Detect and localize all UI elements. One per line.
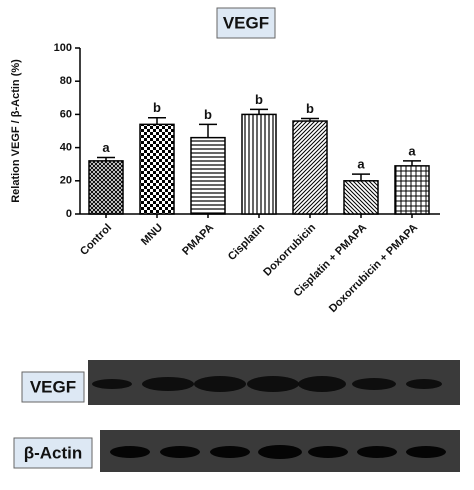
bar xyxy=(139,123,175,215)
bar xyxy=(190,136,226,215)
blot-band xyxy=(160,446,200,458)
y-tick-label: 100 xyxy=(54,42,72,54)
annotation: a xyxy=(102,140,110,155)
y-tick-label: 40 xyxy=(60,142,72,154)
error-bar xyxy=(199,123,217,138)
bar xyxy=(88,160,124,215)
annotation: b xyxy=(255,92,263,107)
blot-band xyxy=(92,379,132,389)
x-tick-label: PMAPA xyxy=(180,222,216,258)
error-bar xyxy=(352,173,370,181)
y-tick-label: 20 xyxy=(60,175,72,187)
x-tick-label: Cisplatin xyxy=(226,221,268,263)
annotation: a xyxy=(408,143,416,158)
error-bar xyxy=(403,160,421,166)
blot-label: β-Actin xyxy=(24,443,83,462)
title-box xyxy=(216,7,276,39)
error-bar xyxy=(97,156,115,161)
blot-band xyxy=(142,377,194,391)
chart-title: VEGF xyxy=(223,13,269,32)
annotation: b xyxy=(306,101,314,116)
bar xyxy=(343,180,379,215)
blot-label: VEGF xyxy=(30,377,76,396)
annotation: b xyxy=(153,100,161,115)
blot-band xyxy=(194,376,246,392)
blot-band xyxy=(308,446,348,458)
bar xyxy=(241,113,277,215)
error-bar xyxy=(301,117,319,122)
blot-band xyxy=(406,379,442,389)
x-tick-label: Control xyxy=(78,222,114,258)
error-bar xyxy=(250,108,268,115)
annotation: b xyxy=(204,107,212,122)
y-axis-label: Relation VEGF / β-Actin (%) xyxy=(10,59,22,203)
error-bar xyxy=(148,116,166,125)
blot-band xyxy=(258,445,302,459)
blot-label-box xyxy=(21,371,85,403)
x-tick-label: Doxorrubicin + PMAPA xyxy=(327,222,420,315)
blot-band xyxy=(247,376,299,392)
y-tick-label: 80 xyxy=(60,75,72,87)
bar xyxy=(292,120,328,215)
x-tick-label: Doxorrubicin xyxy=(261,221,318,278)
annotation: a xyxy=(357,157,365,172)
blot-band xyxy=(110,446,150,458)
blot-band xyxy=(298,376,346,392)
bar xyxy=(394,165,430,215)
x-tick-label: MNU xyxy=(139,222,165,248)
blot-band xyxy=(352,378,396,390)
blot-band xyxy=(406,446,446,458)
blot-label-box xyxy=(13,437,93,469)
y-tick-label: 60 xyxy=(60,108,72,120)
blot-band xyxy=(210,446,250,458)
blot-band xyxy=(357,446,397,458)
y-tick-label: 0 xyxy=(66,208,72,220)
